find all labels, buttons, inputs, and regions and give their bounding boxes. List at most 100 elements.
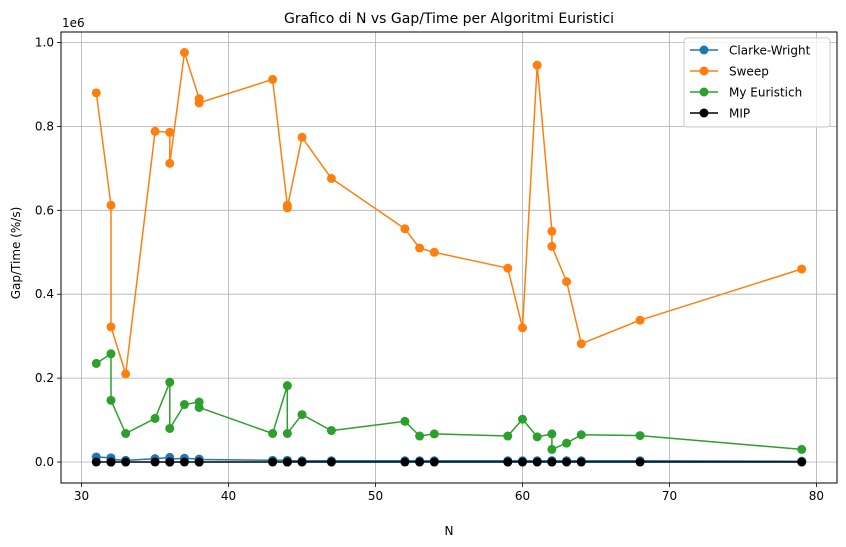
data-point-my-euristich xyxy=(532,432,542,442)
legend-label-clarke-wright: Clarke-Wright xyxy=(729,44,811,58)
data-point-my-euristich xyxy=(547,429,557,439)
data-point-sweep xyxy=(415,243,425,253)
data-point-my-euristich xyxy=(121,428,131,438)
data-point-mip xyxy=(194,457,204,467)
data-point-mip xyxy=(400,457,410,467)
data-point-my-euristich xyxy=(797,444,807,454)
data-point-mip xyxy=(635,457,645,467)
legend-marker-mip xyxy=(699,108,709,118)
data-point-sweep xyxy=(576,339,586,349)
data-point-sweep xyxy=(282,203,292,213)
y-tick-label: 0.4 xyxy=(35,287,54,301)
data-point-mip xyxy=(415,457,425,467)
y-tick-label: 0.2 xyxy=(35,371,54,385)
data-point-sweep xyxy=(165,127,175,137)
data-point-my-euristich xyxy=(91,358,101,368)
legend-label-sweep: Sweep xyxy=(729,65,769,79)
x-tick-label: 30 xyxy=(74,489,89,503)
series-sweep xyxy=(91,48,807,379)
x-tick-label: 50 xyxy=(368,489,383,503)
data-point-mip xyxy=(179,457,189,467)
legend-marker-clarke-wright xyxy=(699,45,709,55)
data-point-my-euristich xyxy=(165,423,175,433)
data-point-mip xyxy=(268,457,278,467)
data-point-mip xyxy=(91,457,101,467)
y-tick-label: 1.0 xyxy=(35,35,54,49)
legend-label-mip: MIP xyxy=(729,107,750,121)
data-point-my-euristich xyxy=(326,426,336,436)
data-point-sweep xyxy=(503,263,513,273)
data-point-mip xyxy=(517,457,527,467)
y-scale-label: 1e6 xyxy=(62,16,85,30)
x-axis-label: N xyxy=(445,524,454,538)
data-point-my-euristich xyxy=(194,402,204,412)
data-point-sweep xyxy=(106,322,116,332)
data-point-my-euristich xyxy=(517,414,527,424)
data-point-sweep xyxy=(400,224,410,234)
data-point-mip xyxy=(165,457,175,467)
data-point-mip xyxy=(326,457,336,467)
legend-box xyxy=(683,37,831,128)
data-point-my-euristich xyxy=(165,377,175,387)
data-point-sweep xyxy=(106,200,116,210)
legend-marker-my-euristich xyxy=(699,87,709,97)
data-point-my-euristich xyxy=(179,400,189,410)
chart-title: Grafico di N vs Gap/Time per Algoritmi E… xyxy=(284,11,614,27)
data-point-my-euristich xyxy=(297,410,307,420)
data-point-sweep xyxy=(297,132,307,142)
data-point-sweep xyxy=(429,247,439,257)
data-point-sweep xyxy=(121,369,131,379)
data-point-mip xyxy=(562,457,572,467)
data-point-sweep xyxy=(547,226,557,236)
data-point-my-euristich xyxy=(282,428,292,438)
y-axis-label: Gap/Time (%/s) xyxy=(9,207,23,300)
series-my-euristich xyxy=(91,349,807,454)
data-point-sweep xyxy=(797,264,807,274)
data-point-mip xyxy=(106,457,116,467)
plot-frame xyxy=(60,31,838,484)
data-point-my-euristich xyxy=(429,429,439,439)
series-layer xyxy=(91,48,807,467)
data-point-mip xyxy=(150,457,160,467)
data-point-mip xyxy=(532,457,542,467)
data-point-mip xyxy=(797,457,807,467)
x-tick-label: 60 xyxy=(515,489,530,503)
data-point-mip xyxy=(429,457,439,467)
series-mip xyxy=(91,457,807,467)
data-point-sweep xyxy=(91,88,101,98)
data-point-mip xyxy=(576,457,586,467)
legend: Clarke-Wright Sweep My Euristich MIP xyxy=(683,37,831,128)
data-point-my-euristich xyxy=(576,430,586,440)
data-point-mip xyxy=(297,457,307,467)
y-axis-ticks: 0.0 0.2 0.4 0.6 0.8 1.0 xyxy=(35,35,61,469)
x-tick-label: 40 xyxy=(221,489,236,503)
data-point-sweep xyxy=(194,98,204,108)
data-point-my-euristich xyxy=(503,431,513,441)
y-tick-label: 0.6 xyxy=(35,203,54,217)
data-point-sweep xyxy=(165,158,175,168)
y-tick-label: 0.8 xyxy=(35,119,54,133)
x-axis-ticks: 30 40 50 60 70 80 xyxy=(74,483,824,503)
data-point-my-euristich xyxy=(282,381,292,391)
data-point-my-euristich xyxy=(106,349,116,359)
data-point-sweep xyxy=(517,323,527,333)
data-point-sweep xyxy=(532,60,542,70)
data-point-my-euristich xyxy=(415,431,425,441)
data-point-my-euristich xyxy=(400,416,410,426)
data-point-mip xyxy=(121,457,131,467)
data-point-sweep xyxy=(635,315,645,325)
x-tick-label: 80 xyxy=(809,489,824,503)
data-point-my-euristich xyxy=(635,431,645,441)
data-point-sweep xyxy=(562,277,572,287)
data-point-mip xyxy=(282,457,292,467)
y-tick-label: 0.0 xyxy=(35,455,54,469)
data-point-my-euristich xyxy=(547,444,557,454)
data-point-sweep xyxy=(179,48,189,58)
data-point-sweep xyxy=(547,241,557,251)
data-point-my-euristich xyxy=(106,395,116,405)
data-point-sweep xyxy=(326,173,336,183)
data-point-mip xyxy=(547,457,557,467)
data-point-mip xyxy=(503,457,513,467)
data-point-my-euristich xyxy=(268,428,278,438)
data-point-my-euristich xyxy=(562,438,572,448)
